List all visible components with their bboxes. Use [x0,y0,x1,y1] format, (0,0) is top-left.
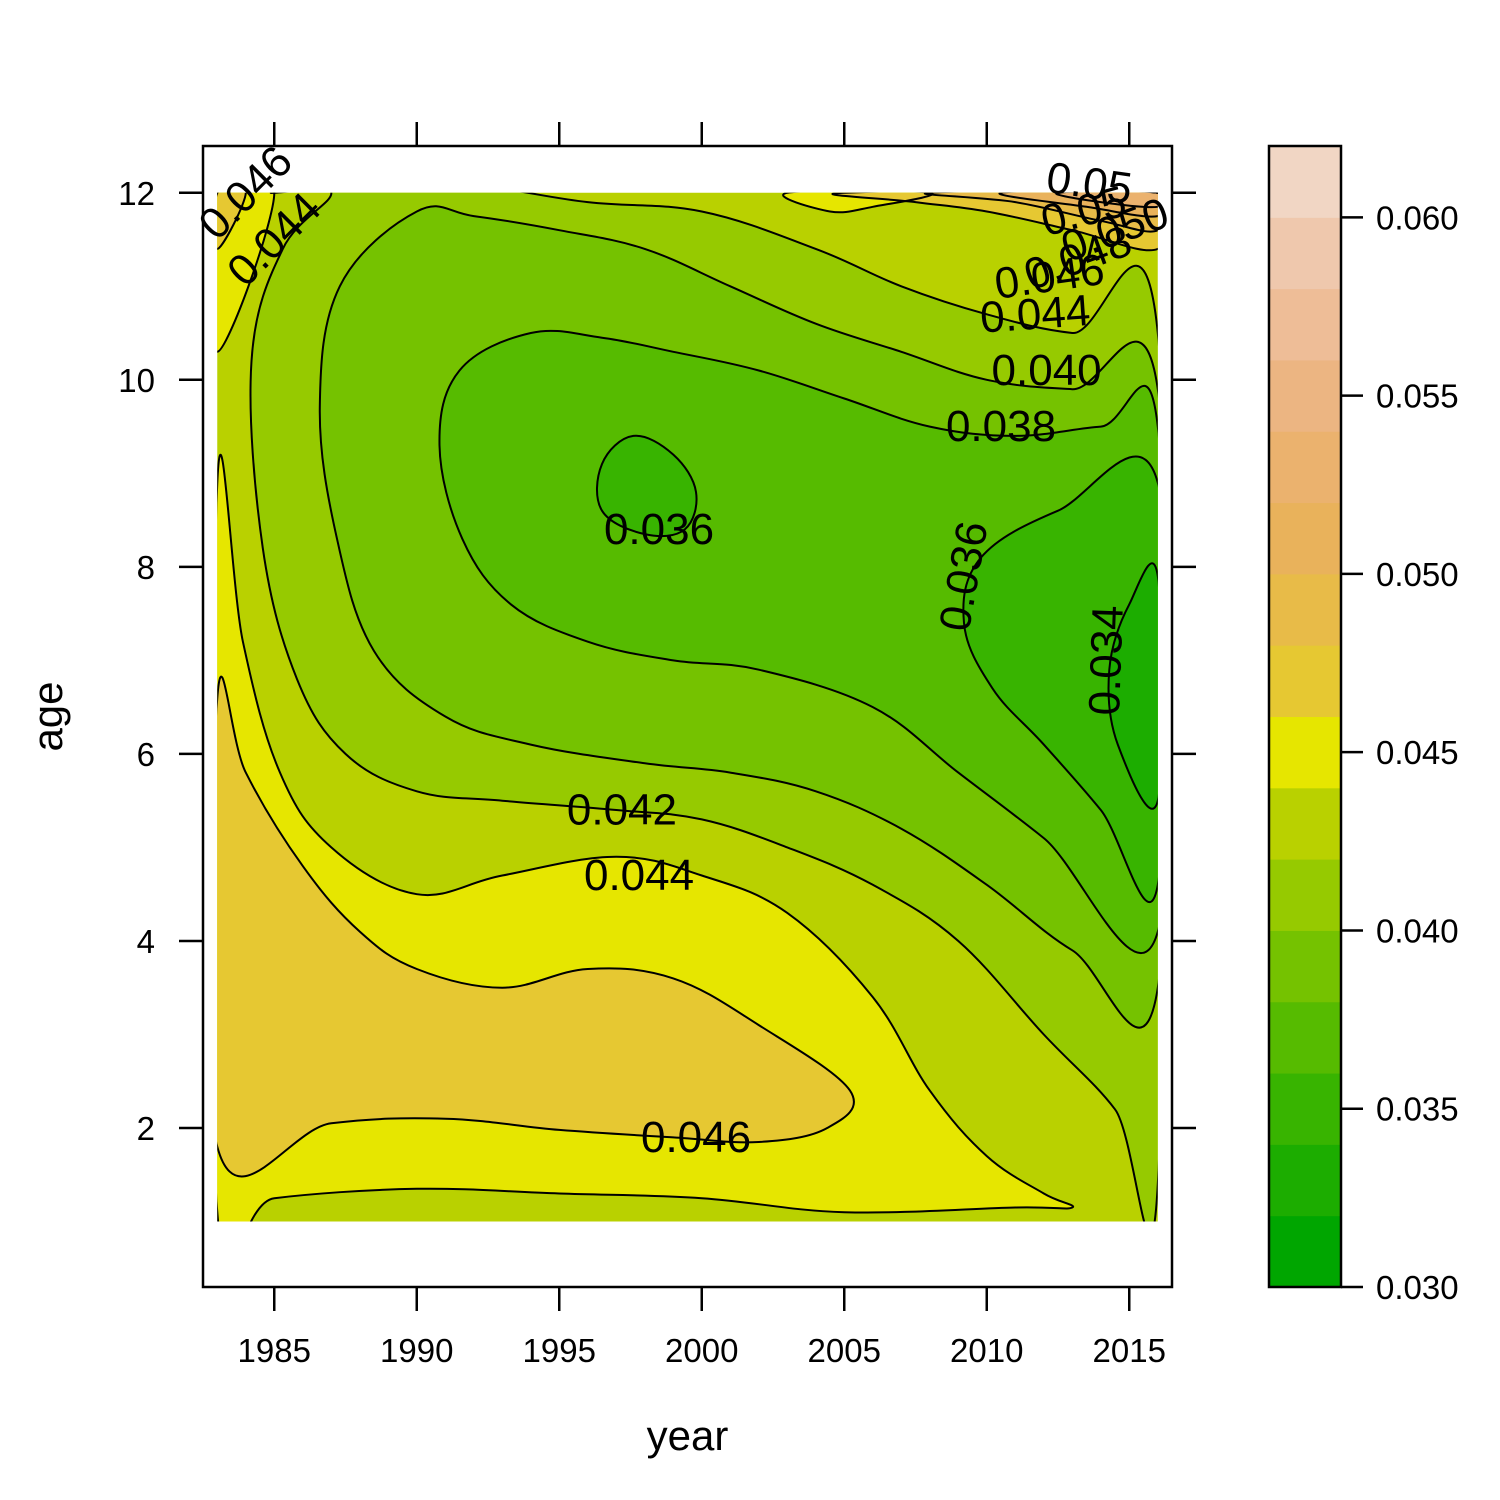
contour-region-4 [217,676,854,1177]
y-axis-title: age [24,681,71,751]
x-tick-label: 2000 [665,1332,738,1369]
contour-line-15 [596,434,698,538]
contour-line-2 [217,192,247,250]
colorbar-band [1269,645,1341,717]
panel-frame [201,144,1174,1289]
contour-label: 0.046 [641,1113,751,1162]
colorbar-band [1269,716,1341,789]
contour-line-1 [217,192,276,353]
contour-region-13 [963,456,1158,903]
colorbar-band [1269,1144,1341,1217]
colorbar-band [1269,146,1341,218]
contour-label: 0.044 [584,851,694,900]
x-tick-label: 2015 [1093,1332,1166,1369]
y-tick-label: 10 [118,362,155,399]
y-axis: 2 4 6 8 10 12 [118,175,1196,1147]
contour-line-5 [782,192,934,214]
colorbar-band [1269,502,1341,575]
colorbar-band [1269,930,1341,1003]
x-axis: 1985 1990 1995 2000 2005 2010 2015 [238,122,1166,1369]
colorbar-band [1269,359,1341,432]
contour-label: 0.05 [1044,153,1136,213]
contour-line-7 [924,192,1158,233]
colorbar-band [1269,431,1341,504]
x-axis-title: year [647,1412,729,1459]
colorbar-band [1269,787,1341,860]
colorbar-tick-label: 0.040 [1376,912,1459,949]
contour-line-13 [962,455,1158,904]
contour-region-2 [217,192,246,249]
colorbar-band [1269,217,1341,290]
y-tick-label: 12 [118,175,155,212]
x-tick-label: 1995 [523,1332,596,1369]
contour-line-14 [1107,562,1158,810]
colorbar-tick-label: 0.050 [1376,556,1459,593]
contour-line-3 [217,453,1075,1222]
contour-label: 0.034 [1080,605,1133,717]
contour-label: 0.036 [604,505,714,554]
contour-line-10 [249,192,1158,1222]
contour-label: 0.040 [992,346,1102,395]
colorbar-band [1269,1215,1341,1288]
colorbar-tick-label: 0.060 [1376,199,1459,236]
filled-contour-regions [217,192,1158,1222]
contour-label: 0.038 [946,402,1056,451]
contour-label: 0.044 [979,286,1092,343]
contour-line-4 [217,675,855,1178]
contour-region-15 [596,435,697,537]
colorbar-band [1269,1073,1341,1145]
contour-line-6 [831,192,1158,252]
contour-label: 0.042 [567,786,677,835]
y-tick-label: 6 [137,736,155,773]
contour-lines [217,192,1158,1222]
contour-line-11 [318,205,1158,1029]
colorbar-band [1269,573,1341,646]
colorbar-band [1269,1001,1341,1074]
colorbar-band [1269,288,1341,361]
x-tick-label: 1985 [238,1332,311,1369]
y-tick-label: 2 [137,1110,155,1147]
colorbar-tick-label: 0.055 [1376,378,1459,415]
x-tick-label: 1990 [380,1332,453,1369]
contour-line-12 [438,329,1158,954]
colorbar-tick-label: 0.035 [1376,1091,1459,1128]
y-tick-label: 4 [137,923,155,960]
x-tick-label: 2010 [950,1332,1023,1369]
contour-line-8 [998,192,1158,218]
colorbar-frame [1267,144,1343,1289]
colorbar: 0.030 0.035 0.040 0.045 0.050 0.055 0.060 [1267,144,1459,1306]
y-tick-label: 8 [137,549,155,586]
contour-region-1 [217,192,275,352]
x-tick-label: 2005 [808,1332,881,1369]
colorbar-tick-label: 0.045 [1376,734,1459,771]
colorbar-band [1269,859,1341,931]
contour-region-9 [1056,192,1158,208]
colorbar-tick-label: 0.030 [1376,1269,1459,1306]
contour-line-9 [1055,192,1158,209]
